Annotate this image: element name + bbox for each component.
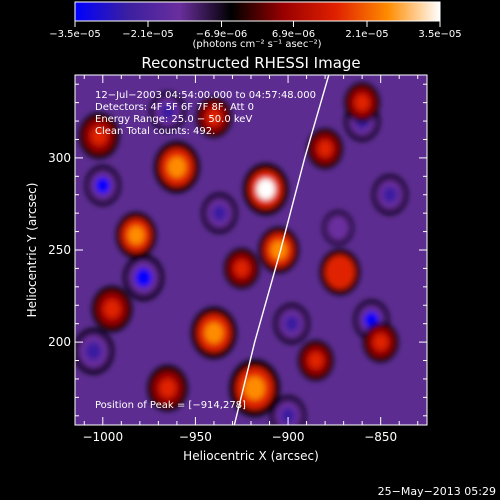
hot-spot-core xyxy=(127,225,145,245)
hot-spot-core xyxy=(206,109,222,126)
chart-title: Reconstructed RHESSI Image xyxy=(141,54,360,72)
solar-limb-curve xyxy=(233,75,330,425)
hot-spot-core xyxy=(373,333,388,351)
colorbar-tick-label: 6.9e−06 xyxy=(272,29,315,40)
colorbar-tick-label: −6.9e−06 xyxy=(196,29,248,40)
hot-spot-core xyxy=(167,156,187,178)
y-tick-label: 200 xyxy=(48,335,71,349)
cold-spot-core xyxy=(284,315,299,332)
x-tick-label: −900 xyxy=(272,430,305,444)
hot-spot-core xyxy=(355,94,370,111)
hot-spot-core xyxy=(159,378,176,398)
hot-spot-core xyxy=(331,262,349,282)
annotation-energy-range: Energy Range: 25.0 − 50.0 keV xyxy=(95,114,252,125)
plot-area: −1000 −950 −900 −850 200 250 300 xyxy=(48,74,428,444)
render-date: 25−May−2013 05:29 xyxy=(378,485,496,498)
cold-spot-core xyxy=(331,220,345,235)
y-tick-label: 300 xyxy=(48,151,71,165)
colorbar-gradient xyxy=(74,1,441,22)
hot-spot-core xyxy=(90,126,108,146)
hot-spot-core xyxy=(244,376,265,400)
colorbar-tick-label: 3.5e−05 xyxy=(418,29,461,40)
colorbar-ticks: −3.5e−05 −2.1e−05 −6.9e−06 6.9e−06 2.1e−05 3.… xyxy=(49,21,462,40)
hot-spot-core xyxy=(103,299,121,319)
y-axis-ticks: 200 250 300 xyxy=(48,83,427,417)
hot-spot-core xyxy=(308,352,323,369)
heatmap-image xyxy=(75,82,408,425)
cold-spot-core xyxy=(160,103,175,120)
cold-spot-core xyxy=(212,205,227,222)
y-tick-label: 250 xyxy=(48,243,71,257)
observation-info: 12−Jul−2003 04:54:00.000 to 04:57:48.000… xyxy=(95,90,316,137)
colorbar: −3.5e−05 −2.1e−05 −6.9e−06 6.9e−06 2.1e−05 3.… xyxy=(49,1,462,50)
cold-spot-core xyxy=(85,341,102,361)
annotation-counts: Clean Total counts: 492. xyxy=(95,126,215,137)
peak-position-label: Position of Peak = [−914,278] xyxy=(95,400,246,411)
colorbar-tick-label: 2.1e−05 xyxy=(345,29,388,40)
x-axis-label: Heliocentric X (arcsec) xyxy=(183,449,319,463)
hot-spot-core xyxy=(256,178,275,200)
cold-spot-core xyxy=(280,407,296,424)
cold-spot-core xyxy=(135,268,152,287)
x-axis-ticks: −1000 −950 −900 −850 xyxy=(82,75,419,444)
annotation-time-range: 12−Jul−2003 04:54:00.000 to 04:57:48.000 xyxy=(95,90,316,101)
colorbar-units: (photons cm⁻² s⁻¹ asec⁻²) xyxy=(192,39,321,50)
x-tick-label: −950 xyxy=(179,430,212,444)
hot-spot-core xyxy=(204,322,224,344)
x-tick-label: −850 xyxy=(364,430,397,444)
hot-spot-core xyxy=(317,140,333,157)
colorbar-tick-label: −3.5e−05 xyxy=(49,29,101,40)
hot-spot-core xyxy=(234,260,249,277)
colorbar-tick-label: −2.1e−05 xyxy=(122,29,174,40)
hot-spot-core xyxy=(270,240,287,260)
cold-spot-core xyxy=(382,186,398,203)
annotation-detectors: Detectors: 4F 5F 6F 7F 8F, Att 0 xyxy=(95,102,254,113)
y-axis-label: Heliocentric Y (arcsec) xyxy=(25,183,39,318)
x-tick-label: −1000 xyxy=(82,430,123,444)
cold-spot-core xyxy=(95,177,110,194)
